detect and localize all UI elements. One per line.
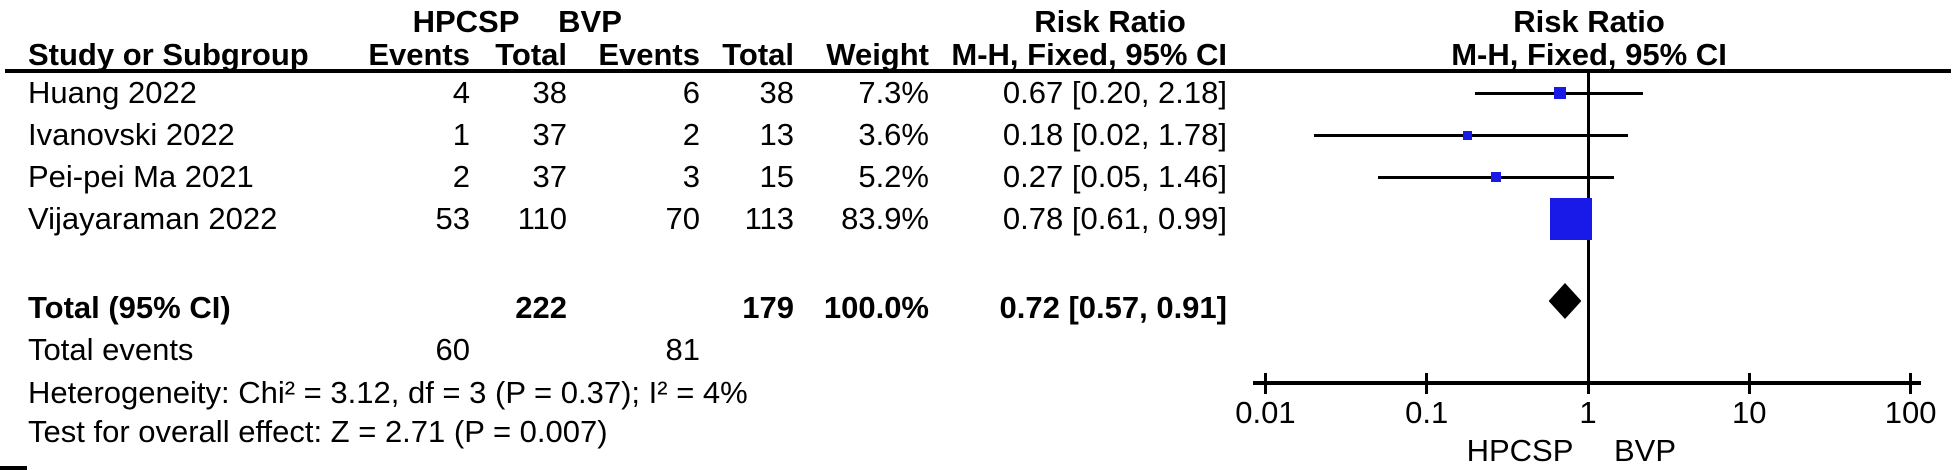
header-underline (5, 69, 1951, 73)
study-total-bvp: 15 (759, 159, 794, 194)
x-axis-tick (1263, 373, 1267, 394)
x-axis-tick-label: 0.01 (1235, 395, 1296, 430)
total-events-bvp: 81 (665, 332, 700, 367)
study-name: Ivanovski 2022 (28, 117, 235, 152)
effect-marker (1553, 87, 1566, 99)
study-events-hpcsp: 1 (452, 117, 470, 152)
x-axis-tick (1909, 373, 1913, 394)
study-weight: 3.6% (858, 117, 929, 152)
rr-column-header-line2: M-H, Fixed, 95% CI (951, 37, 1227, 72)
column-header-weight: Weight (826, 37, 929, 72)
heterogeneity-text: Heterogeneity: Chi² = 3.12, df = 3 (P = … (28, 375, 748, 410)
total-row-weight: 100.0% (823, 290, 929, 325)
x-axis-tick-label: 1 (1579, 395, 1597, 430)
study-total-bvp: 13 (759, 117, 794, 152)
study-name: Pei-pei Ma 2021 (28, 159, 254, 194)
x-axis-tick (1586, 373, 1590, 394)
total-row-label: Total (95% CI) (28, 290, 231, 325)
rr-plot-header-line1: Risk Ratio (1513, 4, 1665, 39)
total-events-hpcsp: 60 (435, 332, 470, 367)
study-events-hpcsp: 4 (452, 75, 470, 110)
study-ci-text: 0.67 [0.20, 2.18] (1002, 75, 1227, 110)
study-events-bvp: 70 (665, 201, 700, 236)
study-events-hpcsp: 53 (435, 201, 470, 236)
group1-header: HPCSP (412, 4, 520, 39)
study-weight: 5.2% (858, 159, 929, 194)
effect-marker (1549, 198, 1592, 240)
favours-right-label: BVP (1613, 433, 1677, 468)
x-axis-tick-label: 10 (1732, 395, 1767, 430)
group2-header: BVP (558, 4, 622, 39)
study-total-bvp: 113 (744, 201, 794, 236)
study-events-bvp: 6 (682, 75, 700, 110)
study-ci-text: 0.78 [0.61, 0.99] (1002, 201, 1227, 236)
effect-marker (1491, 172, 1502, 182)
study-events-hpcsp: 2 (452, 159, 470, 194)
column-header-total-bvp: Total (722, 37, 794, 72)
column-header-events-bvp: Events (598, 37, 700, 72)
study-ci-text: 0.18 [0.02, 1.78] (1002, 117, 1227, 152)
column-header-events-hpcsp: Events (368, 37, 470, 72)
bottom-left-border-fragment (0, 466, 27, 470)
total-events-label: Total events (28, 332, 194, 367)
study-events-bvp: 2 (682, 117, 700, 152)
summary-diamond (1548, 283, 1582, 319)
overall-effect-text: Test for overall effect: Z = 2.71 (P = 0… (28, 414, 608, 449)
study-ci-text: 0.27 [0.05, 1.46] (1002, 159, 1227, 194)
study-name: Vijayaraman 2022 (28, 201, 278, 236)
x-axis-tick-label: 0.1 (1405, 395, 1449, 430)
column-header-study: Study or Subgroup (28, 37, 309, 72)
study-total-hpcsp: 110 (517, 201, 567, 236)
column-header-total-hpcsp: Total (495, 37, 567, 72)
total-row-total-bvp: 179 (742, 290, 794, 325)
total-row-ci: 0.72 [0.57, 0.91] (999, 290, 1228, 325)
study-total-hpcsp: 37 (532, 159, 567, 194)
study-name: Huang 2022 (28, 75, 197, 110)
x-axis-tick (1425, 373, 1429, 394)
study-total-hpcsp: 38 (532, 75, 567, 110)
effect-marker (1463, 130, 1473, 140)
study-weight: 7.3% (858, 75, 929, 110)
rr-plot-header-line2: M-H, Fixed, 95% CI (1451, 37, 1727, 72)
study-weight: 83.9% (841, 201, 929, 236)
x-axis-tick-label: 100 (1884, 395, 1937, 430)
study-total-hpcsp: 37 (532, 117, 567, 152)
x-axis-tick (1747, 373, 1751, 394)
study-total-bvp: 38 (759, 75, 794, 110)
total-row-total-hpcsp: 222 (515, 290, 567, 325)
favours-left-label: HPCSP (1466, 433, 1574, 468)
study-events-bvp: 3 (682, 159, 700, 194)
rr-column-header-line1: Risk Ratio (1034, 4, 1186, 39)
